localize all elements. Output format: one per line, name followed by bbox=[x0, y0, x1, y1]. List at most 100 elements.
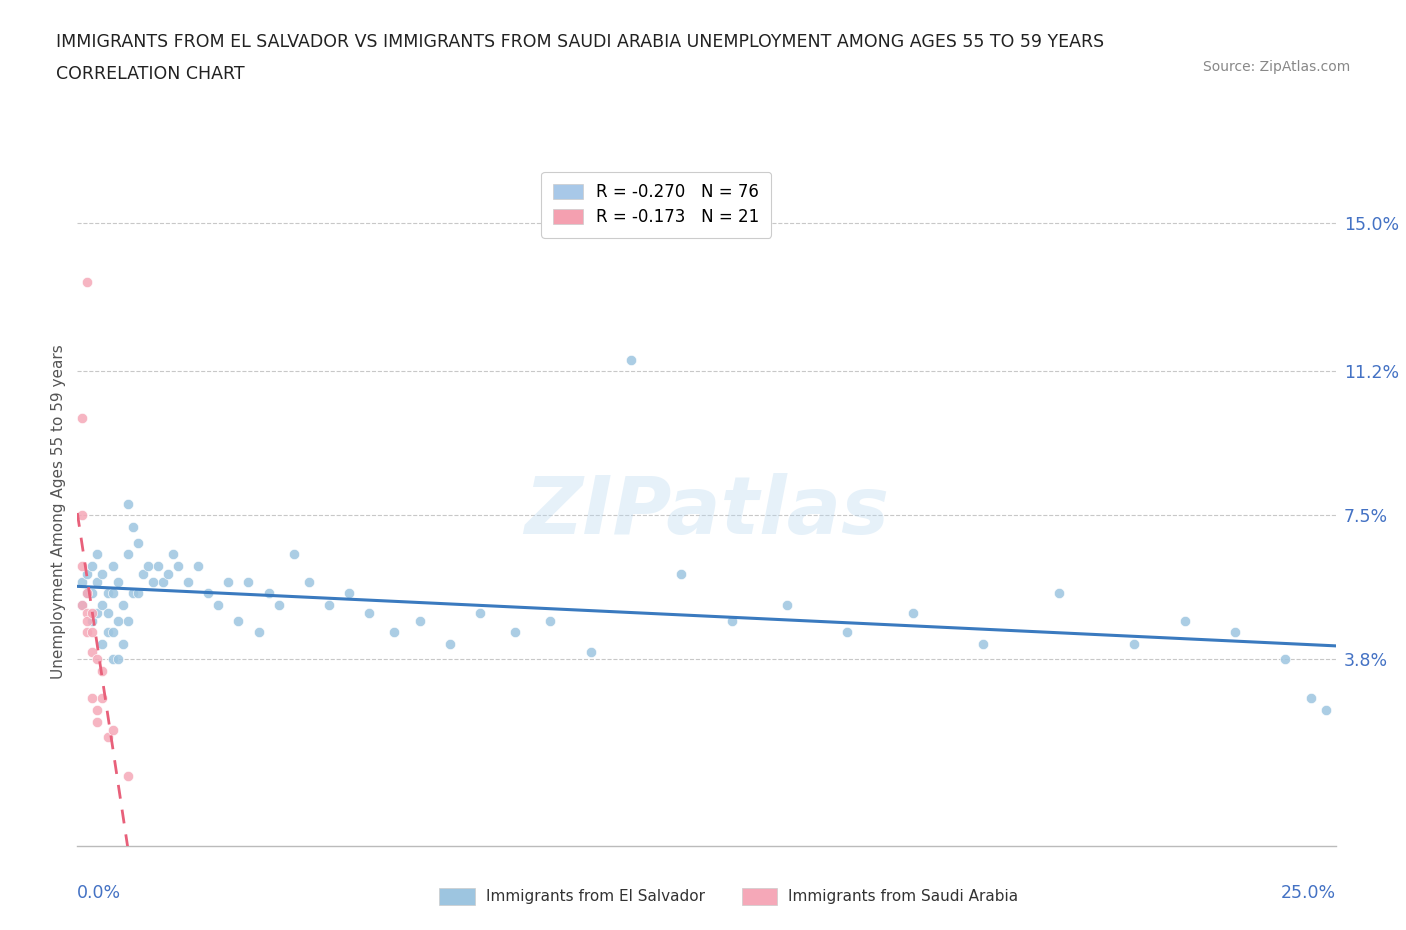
Point bbox=[72, 411, 94, 426]
Point bbox=[117, 547, 139, 562]
Point bbox=[72, 597, 94, 612]
Point bbox=[337, 586, 360, 601]
Text: IMMIGRANTS FROM EL SALVADOR VS IMMIGRANTS FROM SAUDI ARABIA UNEMPLOYMENT AMONG A: IMMIGRANTS FROM EL SALVADOR VS IMMIGRANT… bbox=[56, 33, 1104, 50]
Point bbox=[318, 597, 340, 612]
Point bbox=[267, 597, 290, 612]
Point bbox=[96, 586, 118, 601]
Point bbox=[101, 559, 124, 574]
Text: Immigrants from Saudi Arabia: Immigrants from Saudi Arabia bbox=[789, 889, 1018, 904]
Point bbox=[217, 574, 239, 589]
Point bbox=[96, 605, 118, 620]
Point bbox=[127, 586, 149, 601]
Point bbox=[1299, 691, 1322, 706]
Point bbox=[408, 613, 430, 628]
Point bbox=[156, 566, 179, 581]
Point bbox=[579, 644, 602, 659]
Point bbox=[86, 652, 108, 667]
Point bbox=[101, 652, 124, 667]
Point bbox=[1047, 586, 1070, 601]
Point bbox=[540, 613, 562, 628]
Point bbox=[146, 559, 169, 574]
Point bbox=[1274, 652, 1296, 667]
Point bbox=[121, 520, 143, 535]
Point bbox=[86, 714, 108, 729]
Point bbox=[76, 605, 98, 620]
Point bbox=[177, 574, 200, 589]
Point bbox=[76, 586, 98, 601]
Point bbox=[197, 586, 219, 601]
Point bbox=[1223, 625, 1246, 640]
Point bbox=[187, 559, 209, 574]
Text: CORRELATION CHART: CORRELATION CHART bbox=[56, 65, 245, 83]
Point bbox=[298, 574, 321, 589]
Text: 0.0%: 0.0% bbox=[77, 884, 121, 901]
Point bbox=[972, 636, 994, 651]
Point bbox=[82, 586, 104, 601]
Point bbox=[72, 597, 94, 612]
Point bbox=[283, 547, 305, 562]
Point bbox=[207, 597, 229, 612]
Legend: R = -0.270   N = 76, R = -0.173   N = 21: R = -0.270 N = 76, R = -0.173 N = 21 bbox=[541, 172, 770, 238]
Point bbox=[117, 769, 139, 784]
Point bbox=[86, 605, 108, 620]
Text: Immigrants from El Salvador: Immigrants from El Salvador bbox=[486, 889, 704, 904]
Point bbox=[837, 625, 859, 640]
Point bbox=[720, 613, 742, 628]
Point bbox=[776, 597, 799, 612]
Point bbox=[117, 613, 139, 628]
Point bbox=[111, 636, 134, 651]
Point bbox=[72, 559, 94, 574]
Y-axis label: Unemployment Among Ages 55 to 59 years: Unemployment Among Ages 55 to 59 years bbox=[51, 344, 66, 679]
Point bbox=[228, 613, 250, 628]
Text: ZIPatlas: ZIPatlas bbox=[524, 472, 889, 551]
Point bbox=[127, 535, 149, 550]
Point bbox=[86, 574, 108, 589]
Point bbox=[107, 613, 129, 628]
Point bbox=[468, 605, 491, 620]
Point bbox=[257, 586, 280, 601]
Point bbox=[82, 644, 104, 659]
Point bbox=[86, 702, 108, 717]
Point bbox=[1123, 636, 1146, 651]
Point bbox=[86, 547, 108, 562]
Point bbox=[503, 625, 526, 640]
Point bbox=[152, 574, 174, 589]
Point bbox=[1174, 613, 1197, 628]
Point bbox=[1315, 702, 1337, 717]
Point bbox=[111, 597, 134, 612]
Point bbox=[91, 636, 114, 651]
Point bbox=[107, 574, 129, 589]
Point bbox=[142, 574, 165, 589]
Point bbox=[238, 574, 260, 589]
Point bbox=[76, 586, 98, 601]
Point bbox=[901, 605, 924, 620]
Point bbox=[91, 691, 114, 706]
Point bbox=[91, 566, 114, 581]
Point bbox=[117, 497, 139, 512]
Text: Source: ZipAtlas.com: Source: ZipAtlas.com bbox=[1202, 60, 1350, 74]
Point bbox=[101, 722, 124, 737]
Point bbox=[82, 613, 104, 628]
Point bbox=[82, 559, 104, 574]
Point bbox=[76, 566, 98, 581]
Point bbox=[107, 652, 129, 667]
Point bbox=[96, 625, 118, 640]
Point bbox=[136, 559, 159, 574]
Point bbox=[72, 574, 94, 589]
Point bbox=[167, 559, 190, 574]
Point bbox=[620, 352, 643, 367]
Point bbox=[82, 691, 104, 706]
Point bbox=[82, 625, 104, 640]
Point bbox=[101, 625, 124, 640]
Point bbox=[359, 605, 381, 620]
Point bbox=[91, 597, 114, 612]
Point bbox=[384, 625, 406, 640]
Point bbox=[76, 613, 98, 628]
Point bbox=[132, 566, 155, 581]
Point bbox=[247, 625, 270, 640]
Point bbox=[162, 547, 184, 562]
Point bbox=[101, 586, 124, 601]
Point bbox=[82, 605, 104, 620]
Point bbox=[91, 664, 114, 679]
Text: 25.0%: 25.0% bbox=[1281, 884, 1336, 901]
